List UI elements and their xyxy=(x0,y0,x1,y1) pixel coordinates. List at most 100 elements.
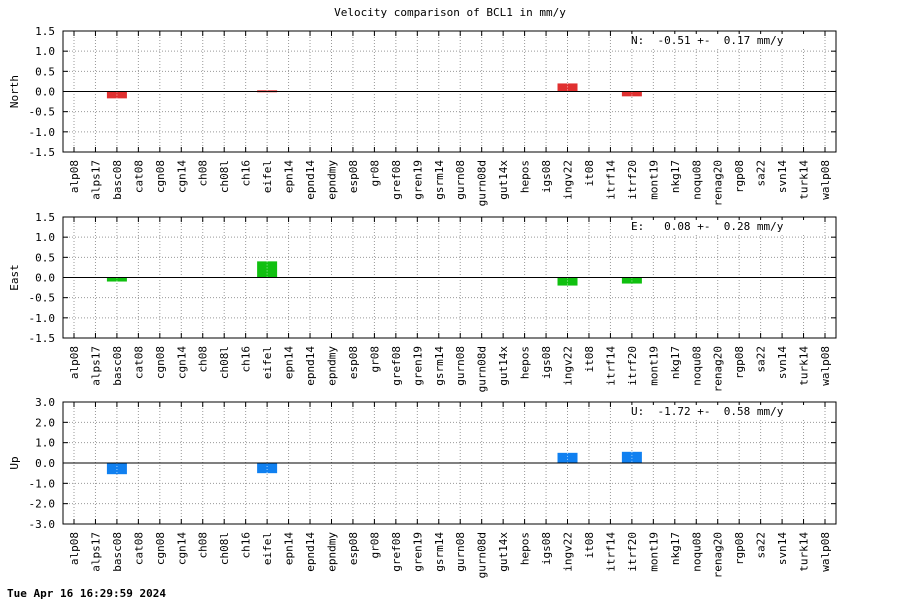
x-tick-label: cat08 xyxy=(132,346,145,379)
x-tick-label: walp08 xyxy=(819,346,832,386)
x-tick-label: alps17 xyxy=(89,532,102,572)
chart-panel-up: 3.0 2.0 1.0 0.0 -1.0 -2.0 -3.0 alp08 alps17 basc0… xyxy=(8,396,837,578)
x-tick-label: ch08 xyxy=(197,532,210,559)
x-tick-label: epn14 xyxy=(283,346,296,379)
x-tick-label: sa22 xyxy=(755,346,768,373)
x-tick-label: itrf14 xyxy=(604,346,617,386)
x-tick-label: epnd14 xyxy=(304,346,317,386)
x-tick-label: svn14 xyxy=(776,346,789,379)
bar-itrf20 xyxy=(621,451,642,463)
x-tick-label: igs08 xyxy=(540,532,553,565)
x-tick-label: ch08 xyxy=(197,160,210,187)
y-tick-label: 1.0 xyxy=(35,231,55,244)
x-tick-label: sa22 xyxy=(755,160,768,187)
x-tick-label: noqu08 xyxy=(690,532,703,572)
y-tick-label: -1.0 xyxy=(29,312,56,325)
bar-basc08 xyxy=(106,463,127,475)
bar-ingv22 xyxy=(557,277,578,286)
x-tick-label: renag20 xyxy=(712,532,725,578)
y-tick-label: 1.0 xyxy=(35,437,55,450)
chart-panel-north: 1.5 1.0 0.5 0.0 -0.5 -1.0 -1.5 alp08 alps17 basc0… xyxy=(8,25,837,206)
x-tick-label: epndmy xyxy=(325,160,338,200)
plot-frame xyxy=(62,30,837,153)
x-tick-label: igs08 xyxy=(540,160,553,193)
x-tick-label: eifel xyxy=(261,346,274,379)
x-tick-label: it08 xyxy=(583,346,596,373)
x-tick-label: ch08l xyxy=(218,532,231,565)
x-tick-label: esp08 xyxy=(347,532,360,565)
x-tick-label: cgn14 xyxy=(175,532,188,565)
x-tick-label: gurn08d xyxy=(476,160,489,206)
x-tick-label: nkg17 xyxy=(669,160,682,193)
x-tick-label: nkg17 xyxy=(669,532,682,565)
x-tick-label: gurn08 xyxy=(454,346,467,386)
y-tick-label: 0.0 xyxy=(35,86,55,99)
y-tick-label: 2.0 xyxy=(35,416,55,429)
x-tick-label: ingv22 xyxy=(562,532,575,572)
y-tick-label: -3.0 xyxy=(29,518,56,531)
bar-basc08 xyxy=(106,277,127,282)
x-tick-label: gr08 xyxy=(368,532,381,559)
x-tick-label: gren19 xyxy=(411,532,424,572)
x-tick-label: hepos xyxy=(519,346,532,379)
y-tick-label: 1.0 xyxy=(35,45,55,58)
x-tick-label: itrf20 xyxy=(626,160,639,200)
y-tick-label: -0.5 xyxy=(29,106,56,119)
y-tick-label: 0.5 xyxy=(35,251,55,264)
x-tick-label: alp08 xyxy=(68,346,81,379)
y-tick-label: -0.5 xyxy=(29,292,56,305)
x-tick-label: walp08 xyxy=(819,532,832,572)
chart-title: Velocity comparison of BCL1 in mm/y xyxy=(334,6,566,19)
x-tick-label: alps17 xyxy=(89,160,102,200)
x-tick-label: gurn08d xyxy=(476,532,489,578)
x-tick-label: epndmy xyxy=(325,532,338,572)
y-axis-label: Up xyxy=(8,456,21,469)
bar-ingv22 xyxy=(557,83,578,92)
x-tick-label: epnd14 xyxy=(304,532,317,572)
x-tick-label: itrf14 xyxy=(604,160,617,200)
x-tick-label: svn14 xyxy=(776,532,789,565)
y-tick-label: -1.0 xyxy=(29,126,56,139)
y-tick-label: 1.5 xyxy=(35,211,55,224)
x-tick-label: gsrm14 xyxy=(433,160,446,200)
annotation-box xyxy=(626,220,806,234)
y-tick-label: 0.5 xyxy=(35,65,55,78)
x-tick-label: gr08 xyxy=(368,160,381,187)
x-tick-label: gref08 xyxy=(390,160,403,200)
y-tick-label: -1.0 xyxy=(29,477,56,490)
x-tick-label: ch16 xyxy=(240,160,253,187)
x-tick-label: epn14 xyxy=(283,160,296,193)
x-tick-label: basc08 xyxy=(111,160,124,200)
x-tick-label: ingv22 xyxy=(562,160,575,200)
x-tick-label: esp08 xyxy=(347,160,360,193)
x-tick-label: mont19 xyxy=(647,160,660,200)
y-tick-label: -2.0 xyxy=(29,498,56,511)
x-tick-label: basc08 xyxy=(111,346,124,386)
x-tick-label: noqu08 xyxy=(690,346,703,386)
x-tick-label: renag20 xyxy=(712,160,725,206)
x-tick-label: ch16 xyxy=(240,346,253,373)
timestamp: Tue Apr 16 16:29:59 2024 xyxy=(7,587,166,600)
x-tick-label: itrf14 xyxy=(604,532,617,572)
x-tick-label: cgn08 xyxy=(154,346,167,379)
x-tick-label: it08 xyxy=(583,532,596,559)
x-tick-label: nkg17 xyxy=(669,346,682,379)
annotation-box xyxy=(626,405,806,419)
x-tick-label: gref08 xyxy=(390,346,403,386)
x-tick-label: gren19 xyxy=(411,160,424,200)
x-tick-label: mont19 xyxy=(647,346,660,386)
x-tick-label: alps17 xyxy=(89,346,102,386)
x-tick-label: ch08 xyxy=(197,346,210,373)
stat-annotation: U: -1.72 +- 0.58 mm/y xyxy=(631,405,784,418)
x-tick-label: cgn08 xyxy=(154,160,167,193)
y-axis-label: North xyxy=(8,75,21,108)
y-tick-label: 0.0 xyxy=(35,457,55,470)
x-tick-label: gref08 xyxy=(390,532,403,572)
x-tick-label: it08 xyxy=(583,160,596,187)
x-tick-label: gurn08 xyxy=(454,160,467,200)
x-tick-label: ch16 xyxy=(240,532,253,559)
x-tick-label: eifel xyxy=(261,160,274,193)
x-tick-label: rgp08 xyxy=(733,346,746,379)
x-tick-label: rgp08 xyxy=(733,532,746,565)
x-tick-label: eifel xyxy=(261,532,274,565)
